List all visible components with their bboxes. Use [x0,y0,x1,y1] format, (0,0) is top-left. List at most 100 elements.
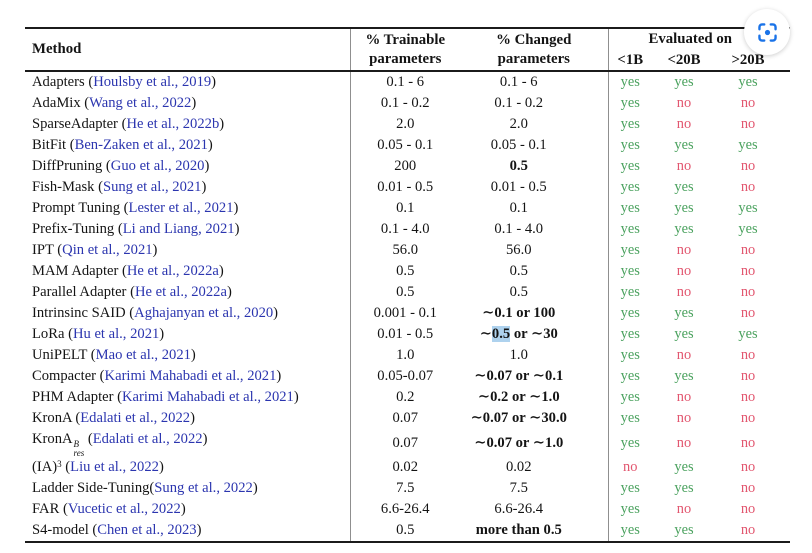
changed-parameters-cell: 0.1 - 6 [499,74,538,90]
trainable-parameters-cell: 0.5 [349,261,460,282]
eval-lt1b-cell: yes [607,520,652,543]
eval-lt20b-cell: yes [674,200,694,216]
col-header-method: Method [32,41,82,57]
eval-lt20b-cell: no [676,389,692,405]
eval-lt1b-cell: no [607,457,652,479]
eval-lt20b-cell: yes [674,522,694,539]
eval-gt20b-cell: no [740,347,756,363]
method-cell: MAM Adapter (He et al., 2022a) [32,263,224,279]
citation-link[interactable]: Mao et al., 2021 [95,347,191,363]
citation-link[interactable]: Edalati et al., 2022 [80,410,191,426]
trainable-parameters-cell: 0.2 [349,387,460,408]
citation-link[interactable]: He et al., 2022a [134,284,227,300]
trainable-parameters-cell: 0.001 - 0.1 [349,303,460,324]
trainable-parameters-cell: 56.0 [349,240,460,261]
trainable-parameters-cell: 200 [349,156,460,177]
eval-lt20b-cell: yes [674,480,694,497]
table-row: DiffPruning (Guo et al., 2020) 200 0.5 y… [25,156,790,177]
method-name: Adapters [32,74,85,90]
method-cell: PHM Adapter (Karimi Mahabadi et al., 202… [32,389,299,405]
eval-lt20b-cell: no [676,116,692,132]
method-cell: BitFit (Ben-Zaken et al., 2021) [32,137,213,153]
method-cell: LoRa (Hu et al., 2021) [32,326,165,342]
eval-gt20b-cell: no [740,263,756,279]
citation-link[interactable]: He et al., 2022a [126,263,219,279]
table-row: S4-model (Chen et al., 2023) 0.5 more th… [25,520,790,543]
col-header-changed-parameters: % Changed parameters [460,28,608,71]
method-name: LoRa [32,326,65,342]
citation-link[interactable]: Lester et al., 2021 [128,200,234,216]
trainable-parameters-cell: 0.05-0.07 [349,366,460,387]
citation-link[interactable]: Aghajanyan et al., 2020 [134,305,274,321]
lens-screenshot-button[interactable] [744,9,790,55]
citation-link[interactable]: He et al., 2022b [126,116,220,132]
citation-link[interactable]: Houlsby et al., 2019 [93,74,212,90]
peft-methods-table: Method % Trainable parameters % Changed … [25,27,791,544]
eval-gt20b-cell: yes [738,200,758,216]
eval-lt1b-cell: yes [607,303,652,324]
method-name: Compacter [32,368,97,384]
citation-link[interactable]: Vucetic et al., 2022 [67,501,181,518]
citation-link[interactable]: Wang et al., 2022 [89,95,192,111]
changed-parameters-cell: 2.0 [509,116,528,132]
method-cell: Prompt Tuning (Lester et al., 2021) [32,200,239,216]
table-row: Compacter (Karimi Mahabadi et al., 2021)… [25,366,790,387]
changed-parameters-cell: ∼0.1 or 100 [482,305,556,321]
changed-parameters-cell: 1.0 [509,347,528,363]
eval-lt1b-cell: yes [607,135,652,156]
table-row: PHM Adapter (Karimi Mahabadi et al., 202… [25,387,790,408]
method-name: PHM Adapter [32,389,114,405]
citation-link[interactable]: Chen et al., 2023 [97,522,197,539]
eval-gt20b-cell: no [740,179,756,195]
eval-lt1b-cell: yes [607,478,652,500]
col-header-trainable-parameters: % Trainable parameters [349,28,460,71]
method-cell: FAR (Vucetic et al., 2022) [32,501,186,518]
eval-gt20b-cell: no [740,522,756,539]
eval-lt1b-cell: yes [607,499,652,521]
trainable-parameters-cell: 2.0 [349,114,460,135]
eval-gt20b-cell: no [740,501,756,518]
eval-lt20b-cell: yes [674,74,694,90]
trainable-parameters-cell: 6.6-26.4 [349,499,460,521]
citation-link[interactable]: Li and Liang, 2021 [122,221,235,237]
lens-icon [757,22,777,42]
changed-parameters-cell: 0.1 [509,200,528,216]
changed-parameters-cell: 0.5 [509,263,528,279]
eval-lt1b-cell: yes [607,240,652,261]
citation-link[interactable]: Edalati et al., 2022 [92,431,203,447]
changed-parameters-cell: more than 0.5 [475,522,562,539]
changed-parameters-cell: ∼0.07 or ∼30.0 [470,410,567,426]
eval-lt1b-cell: yes [607,71,652,93]
eval-lt20b-cell: yes [674,137,694,153]
citation-link[interactable]: Sung et al., 2021 [102,179,202,195]
citation-link[interactable]: Qin et al., 2021 [62,242,153,258]
table-row: Fish-Mask (Sung et al., 2021) 0.01 - 0.5… [25,177,790,198]
method-name: DiffPruning [32,158,103,174]
table-body: Adapters (Houlsby et al., 2019) 0.1 - 6 … [25,71,790,543]
citation-link[interactable]: Karimi Mahabadi et al., 2021 [122,389,294,405]
changed-parameters-cell: 0.5 [509,284,528,300]
eval-lt1b-cell: yes [607,408,652,429]
citation-link[interactable]: Ben-Zaken et al., 2021 [74,137,208,153]
eval-gt20b-cell: no [740,459,756,476]
eval-lt20b-cell: yes [674,326,694,342]
eval-lt20b-cell: no [676,263,692,279]
citation-link[interactable]: Sung et al., 2022 [154,480,253,497]
eval-lt1b-cell: yes [607,198,652,219]
method-name: IPT [32,242,54,258]
table-row: LoRa (Hu et al., 2021) 0.01 - 0.5 ∼0.5 o… [25,324,790,345]
method-cell: Fish-Mask (Sung et al., 2021) [32,179,207,195]
method-cell: Prefix-Tuning (Li and Liang, 2021) [32,221,240,237]
method-cell: DiffPruning (Guo et al., 2020) [32,158,210,174]
citation-link[interactable]: Guo et al., 2020 [110,158,205,174]
col-header-changed-line2: parameters [497,50,570,67]
method-name: FAR [32,501,60,518]
citation-link[interactable]: Hu et al., 2021 [72,326,160,342]
citation-link[interactable]: Karimi Mahabadi et al., 2021 [104,368,277,384]
eval-lt1b-cell: yes [607,345,652,366]
changed-parameters-cell: ∼0.07 or ∼0.1 [474,368,564,384]
citation-link[interactable]: Liu et al., 2022 [70,459,159,476]
table-row: Ladder Side-Tuning(Sung et al., 2022) 7.… [25,478,790,500]
